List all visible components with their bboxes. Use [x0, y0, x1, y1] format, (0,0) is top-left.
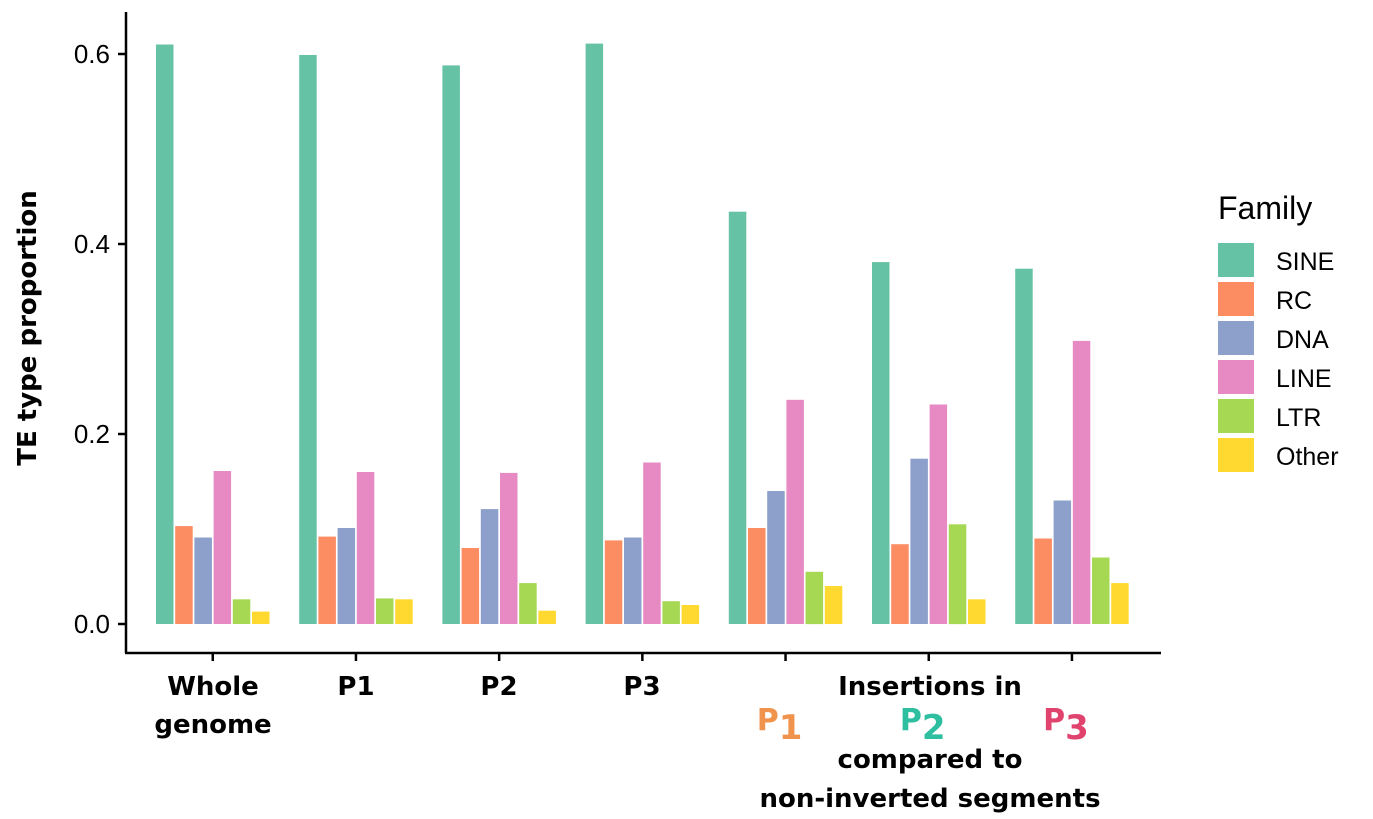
bar-sine-7: [1015, 268, 1033, 624]
insertion-markers: P1 P2 P3: [757, 703, 1089, 748]
bar-other-5: [824, 586, 843, 624]
legend: SINE RC DNA LINE LTR Other: [1218, 243, 1339, 472]
bar-ltr-4: [662, 601, 680, 624]
bar-sine-2: [299, 55, 317, 624]
bar-line-1: [213, 471, 232, 624]
bar-dna-6: [910, 458, 928, 624]
bar-ltr-7: [1092, 557, 1110, 624]
bar-other-2: [395, 599, 413, 624]
bar-rc-2: [318, 536, 336, 624]
y-tick-label: 0.0: [74, 609, 110, 639]
y-axis-label: TE type proportion: [13, 190, 43, 466]
bar-sine-1: [156, 44, 174, 624]
y-ticks: 0.0 0.2 0.4 0.6: [74, 39, 126, 639]
bar-other-6: [968, 599, 986, 624]
legend-label-sine: SINE: [1276, 248, 1334, 276]
legend-swatch-sine: [1218, 243, 1254, 277]
x-label-insertions-line1: Insertions in: [838, 672, 1022, 702]
marker-letter: P: [757, 703, 779, 738]
legend-swatch-rc: [1218, 282, 1254, 316]
bar-other-4: [681, 605, 700, 624]
bar-other-3: [538, 610, 556, 624]
legend-label-other: Other: [1276, 443, 1339, 471]
x-label-insertions-line2: compared to: [838, 745, 1023, 775]
x-label-whole-line2: genome: [154, 710, 271, 740]
x-label-p1: P1: [337, 672, 374, 702]
y-tick-label: 0.6: [74, 39, 110, 69]
bar-line-7: [1072, 340, 1091, 624]
bar-rc-6: [891, 544, 909, 624]
legend-swatch-line: [1218, 360, 1254, 394]
legend-swatch-other: [1218, 438, 1254, 472]
x-label-insertions-line3: non-inverted segments: [759, 784, 1100, 814]
bars-layer: [156, 43, 1129, 625]
marker-letter: P: [1043, 703, 1065, 738]
bar-other-1: [252, 611, 270, 624]
x-label-p3: P3: [623, 672, 660, 702]
x-label-whole-line1: Whole: [167, 672, 259, 702]
legend-label-ltr: LTR: [1276, 404, 1321, 432]
bar-dna-2: [337, 528, 356, 624]
y-tick-label: 0.2: [74, 419, 110, 449]
bar-sine-3: [442, 65, 460, 624]
legend-label-dna: DNA: [1276, 326, 1329, 354]
bar-sine-4: [585, 43, 604, 625]
legend-swatch-dna: [1218, 321, 1254, 355]
marker-subscript: 2: [922, 708, 946, 748]
bar-rc-3: [461, 548, 480, 624]
bar-rc-1: [175, 526, 193, 624]
bar-sine-6: [872, 262, 890, 624]
bar-rc-7: [1034, 538, 1052, 624]
bar-other-7: [1111, 583, 1129, 624]
bar-ltr-3: [519, 583, 537, 624]
insertion-marker-p1: P1: [757, 703, 803, 748]
bar-ltr-6: [948, 524, 967, 625]
legend-swatch-ltr: [1218, 399, 1254, 433]
legend-label-rc: RC: [1276, 287, 1312, 315]
bar-dna-1: [194, 537, 212, 624]
bar-dna-3: [480, 509, 499, 624]
insertion-marker-p3: P3: [1043, 703, 1089, 748]
marker-subscript: 3: [1065, 708, 1089, 748]
bar-rc-5: [748, 528, 766, 624]
bar-ltr-1: [232, 599, 251, 624]
insertion-marker-p2: P2: [900, 703, 946, 748]
legend-title: Family: [1218, 190, 1312, 226]
marker-subscript: 1: [779, 708, 803, 748]
y-tick-label: 0.4: [74, 229, 110, 259]
bar-dna-4: [624, 537, 642, 624]
bar-line-5: [786, 399, 804, 624]
bar-ltr-2: [376, 598, 394, 624]
legend-label-line: LINE: [1276, 365, 1332, 393]
marker-letter: P: [900, 703, 922, 738]
bar-sine-5: [728, 211, 747, 624]
bar-dna-5: [767, 491, 785, 624]
bar-line-4: [643, 462, 661, 624]
bar-line-6: [929, 404, 948, 624]
bar-rc-4: [604, 540, 623, 624]
x-label-p2: P2: [480, 672, 517, 702]
bar-line-3: [500, 472, 518, 624]
bar-line-2: [356, 472, 375, 624]
bar-dna-7: [1053, 500, 1072, 624]
x-ticks: [211, 653, 1074, 661]
bar-ltr-5: [805, 571, 824, 625]
